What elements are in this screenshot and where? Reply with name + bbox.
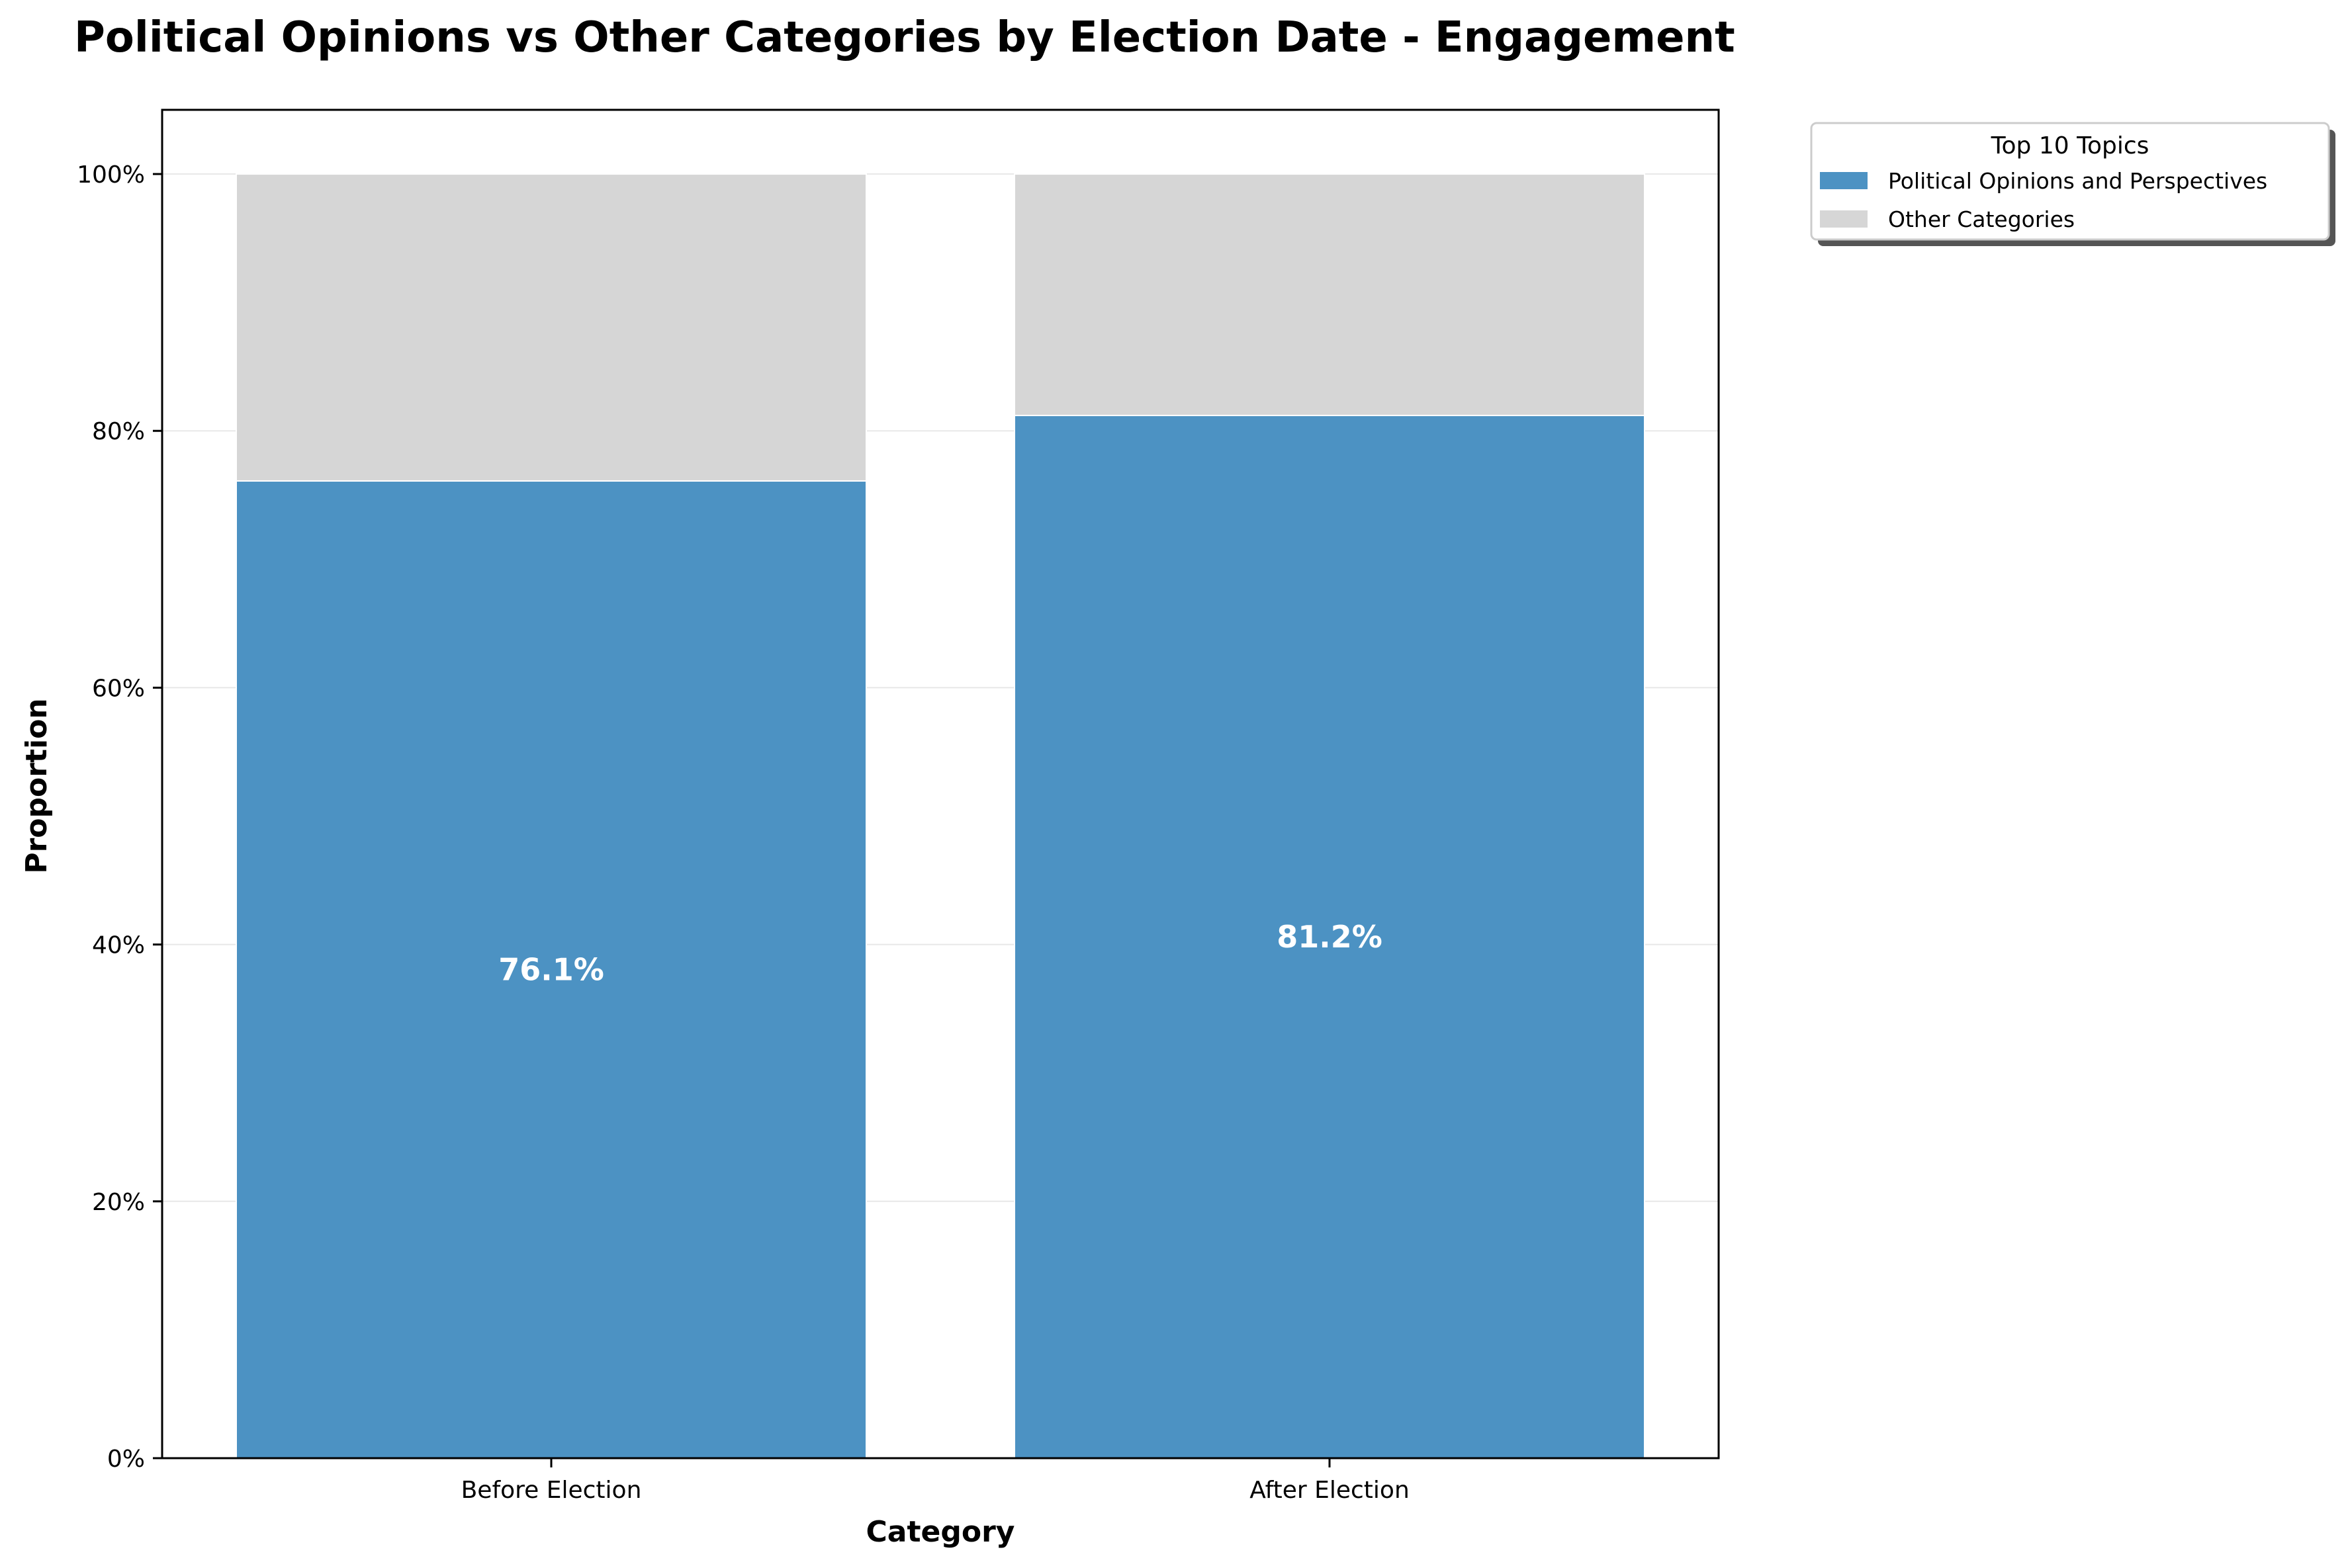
- legend-title: Top 10 Topics: [1991, 132, 2149, 159]
- y-tick-label: 100%: [77, 161, 145, 189]
- plot-frame: [161, 109, 1720, 1459]
- x-tick-label: Before Election: [461, 1477, 642, 1504]
- chart-title: Political Opinions vs Other Categories b…: [74, 13, 1735, 62]
- bars: [236, 173, 1645, 1459]
- legend-box: [1810, 122, 2330, 241]
- bar-other-0: [236, 173, 867, 482]
- bar-other-1: [1014, 173, 1645, 416]
- legend-swatch-other: [1820, 210, 1868, 228]
- y-tick-label: 0%: [107, 1446, 145, 1473]
- y-axis-ticks: 0% 20% 40% 60% 80% 100%: [77, 161, 162, 1473]
- data-label: 81.2%: [1277, 919, 1382, 955]
- x-axis-label: Category: [866, 1515, 1015, 1549]
- y-tick-label: 60%: [92, 675, 145, 702]
- legend: Top 10 Topics Political Opinions and Per…: [1810, 122, 2335, 246]
- x-axis-ticks: Before Election After Election: [461, 1458, 1410, 1504]
- bar-political-1: [1014, 414, 1645, 1459]
- bar-political-0: [236, 480, 867, 1459]
- x-tick-label: After Election: [1249, 1477, 1410, 1504]
- legend-swatch-political: [1820, 172, 1868, 189]
- y-tick-label: 20%: [92, 1189, 145, 1216]
- legend-label-other: Other Categories: [1888, 206, 2075, 232]
- data-label: 76.1%: [498, 951, 604, 987]
- y-tick-label: 80%: [92, 418, 145, 445]
- y-axis-label: Proportion: [20, 698, 54, 873]
- data-labels: 76.1% 81.2%: [498, 919, 1382, 987]
- y-tick-label: 40%: [92, 932, 145, 959]
- legend-label-political: Political Opinions and Perspectives: [1888, 168, 2267, 194]
